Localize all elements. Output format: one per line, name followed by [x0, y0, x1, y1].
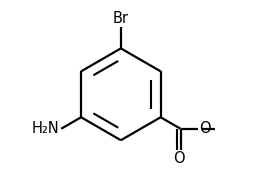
Text: Br: Br — [113, 11, 129, 26]
Text: O: O — [199, 121, 211, 136]
Text: O: O — [173, 151, 184, 166]
Text: H₂N: H₂N — [32, 121, 59, 136]
